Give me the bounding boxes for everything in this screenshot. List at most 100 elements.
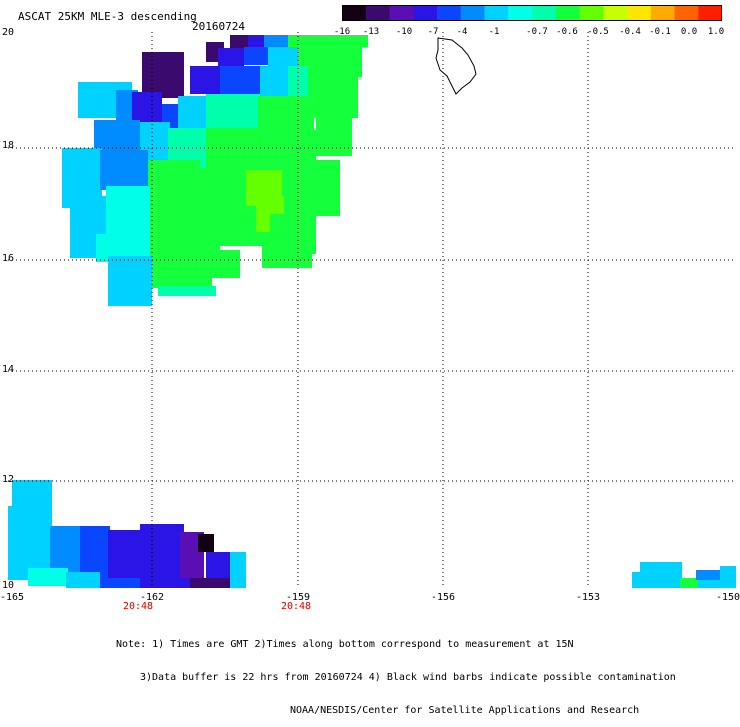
wind-cell: [200, 168, 246, 208]
colorbar-label: -1: [488, 27, 500, 37]
colorbar-label: -0.7: [526, 27, 548, 37]
colorbar-segment: [389, 5, 414, 21]
wind-cell: [288, 35, 368, 47]
map-plot: [8, 32, 736, 588]
footnotes: Note: 1) Times are GMT 2)Times along bot…: [116, 617, 676, 727]
colorbar-segment: [674, 5, 699, 21]
note-line-3: NOAA/NESDIS/Center for Satellite Applica…: [290, 705, 640, 716]
y-tick-label: 18: [2, 140, 15, 151]
y-tick-label: 10: [2, 580, 15, 591]
colorbar-segment: [508, 5, 533, 21]
wind-cell: [206, 552, 232, 580]
wind-cell: [218, 48, 244, 68]
wind-cell: [258, 96, 314, 132]
note-line-2: 3)Data buffer is 22 hrs from 20160724 4)…: [140, 672, 676, 683]
wind-cell: [632, 572, 650, 588]
wind-cell: [178, 96, 208, 130]
wind-cell: [230, 552, 246, 588]
colorbar-segment: [603, 5, 628, 21]
y-tick-label: 14: [2, 364, 15, 375]
graticule: [8, 32, 736, 588]
wind-cell: [190, 66, 224, 94]
wind-cell: [316, 118, 352, 156]
wind-cell: [248, 35, 264, 47]
wind-cell: [260, 66, 288, 96]
wind-cell: [158, 286, 216, 296]
wind-cell: [108, 530, 142, 586]
colorbar-label: -0.6: [556, 27, 578, 37]
colorbar-segment: [698, 5, 722, 21]
x-tick-label: -159: [285, 592, 311, 603]
wind-cell: [140, 578, 190, 588]
wind-cell: [680, 578, 698, 588]
colorbar-label: -0.1: [649, 27, 671, 37]
wind-cell: [148, 160, 200, 208]
wind-cell: [244, 47, 268, 65]
colorbar-segment: [365, 5, 391, 21]
wind-cell: [106, 186, 150, 236]
wind-cell: [282, 160, 340, 216]
x-tick-label: -162: [139, 592, 165, 603]
colorbar-label: -10: [395, 27, 413, 37]
wind-cell: [308, 76, 358, 118]
wind-cell: [220, 66, 260, 96]
wind-cell: [720, 566, 736, 588]
wind-cell: [198, 534, 214, 552]
colorbar-label: -0.5: [587, 27, 609, 37]
wind-cell: [142, 52, 184, 98]
wind-cell: [298, 47, 362, 77]
y-tick-label: 20: [2, 27, 15, 38]
colorbar-segment: [532, 5, 557, 21]
wind-cell: [28, 568, 68, 586]
x-tick-label: -156: [430, 592, 456, 603]
wind-cell: [100, 150, 148, 190]
island-outline: [435, 37, 477, 95]
wind-cell: [206, 128, 258, 170]
wind-cell: [94, 120, 140, 150]
colorbar-label: -4: [456, 27, 468, 37]
y-tick-label: 12: [2, 474, 15, 485]
wind-cell: [698, 580, 720, 588]
colorbar-segment: [627, 5, 652, 21]
map-date: 20160724: [192, 20, 245, 33]
note-line-1: Note: 1) Times are GMT 2)Times along bot…: [116, 639, 574, 650]
wind-cell: [262, 246, 312, 268]
mle-swath-layer: [8, 35, 736, 588]
colorbar-segment: [460, 5, 486, 21]
x-tick-label: -165: [0, 592, 25, 603]
colorbar-segment: [437, 5, 462, 21]
y-tick-label: 16: [2, 253, 15, 264]
wind-cell: [140, 524, 184, 580]
wind-cell: [190, 578, 230, 588]
wind-cell: [150, 204, 220, 254]
wind-cell: [264, 35, 288, 47]
x-tick-label: -153: [575, 592, 601, 603]
colorbar-segment: [650, 5, 676, 21]
colorbar-frame: [342, 5, 722, 21]
wind-cell: [150, 250, 240, 278]
wind-cell: [696, 570, 720, 580]
colorbar-label: -13: [362, 27, 380, 37]
colorbar-label: -0.4: [619, 27, 641, 37]
x-tick-label: -150: [715, 592, 740, 603]
colorbar-segment: [342, 5, 367, 21]
time-label: 20:48: [280, 601, 312, 612]
wind-cell: [268, 47, 298, 67]
colorbar-segment: [484, 5, 509, 21]
time-label: 20:48: [122, 601, 154, 612]
colorbar-label: 1.0: [707, 27, 725, 37]
wind-cell: [230, 35, 248, 49]
colorbar-segment: [579, 5, 604, 21]
wind-cell: [206, 94, 260, 132]
wind-cell: [100, 578, 140, 588]
colorbar-segment: [555, 5, 581, 21]
wind-cell: [152, 276, 212, 288]
map-title: ASCAT 25KM MLE-3 descending: [18, 10, 197, 23]
wind-cell: [66, 572, 100, 588]
wind-cell: [108, 256, 152, 306]
colorbar-label: 0.0: [680, 27, 698, 37]
colorbar: [342, 5, 722, 21]
colorbar-segment: [413, 5, 438, 21]
colorbar-label: -16: [333, 27, 351, 37]
colorbar-label: -7: [427, 27, 439, 37]
